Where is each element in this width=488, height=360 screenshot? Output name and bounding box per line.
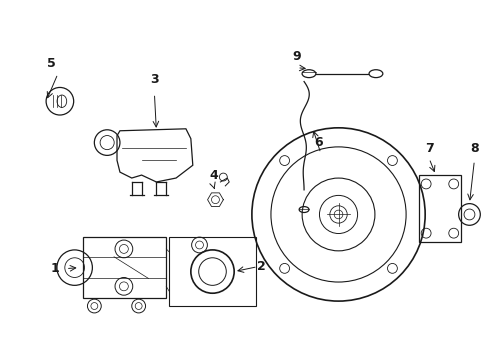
Text: 4: 4 [209,168,218,181]
Text: 6: 6 [314,136,323,149]
Text: 9: 9 [292,50,301,63]
Bar [82,237,166,298]
Bar [418,175,460,242]
Text: 7: 7 [424,142,432,155]
Bar [169,237,255,306]
Text: 2: 2 [257,260,265,273]
Text: 8: 8 [469,142,478,155]
Text: 1: 1 [50,262,59,275]
Text: 5: 5 [46,57,55,70]
Text: 3: 3 [150,73,159,86]
